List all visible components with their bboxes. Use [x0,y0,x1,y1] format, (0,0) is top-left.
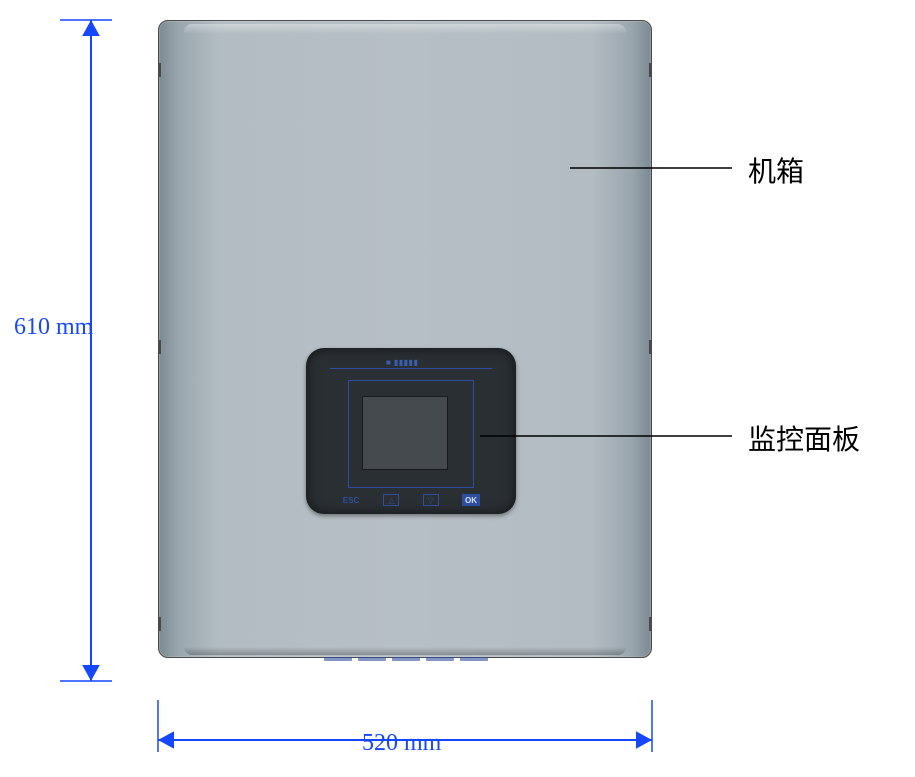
panel-button-▽[interactable]: ▽ [423,494,439,506]
panel-button-esc[interactable]: ESC [342,494,360,506]
device-enclosure [158,20,652,658]
panel-divider [330,368,492,369]
panel-button-ok[interactable]: OK [462,494,480,506]
enclosure-notch [649,617,651,631]
width-dimension-label: 520 mm [362,730,441,757]
enclosure-notch [649,340,651,354]
enclosure-notch [649,63,651,77]
diagram-stage: ■ ▮▮▮▮▮ ESC △ ▽ OK 610 mm 520 mm 机箱 监控面板 [0,0,915,777]
enclosure-notch [159,63,161,77]
bottom-vents [324,657,488,661]
callout-chassis-label: 机箱 [748,150,804,190]
panel-button-row: ESC △ ▽ OK [342,494,480,508]
panel-logo: ■ ▮▮▮▮▮ [386,358,418,367]
lcd-screen [362,396,448,470]
height-dimension-label: 610 mm [14,314,93,341]
enclosure-notch [159,340,161,354]
callout-panel-label: 监控面板 [748,418,860,458]
panel-button-△[interactable]: △ [383,494,399,506]
enclosure-notch [159,617,161,631]
